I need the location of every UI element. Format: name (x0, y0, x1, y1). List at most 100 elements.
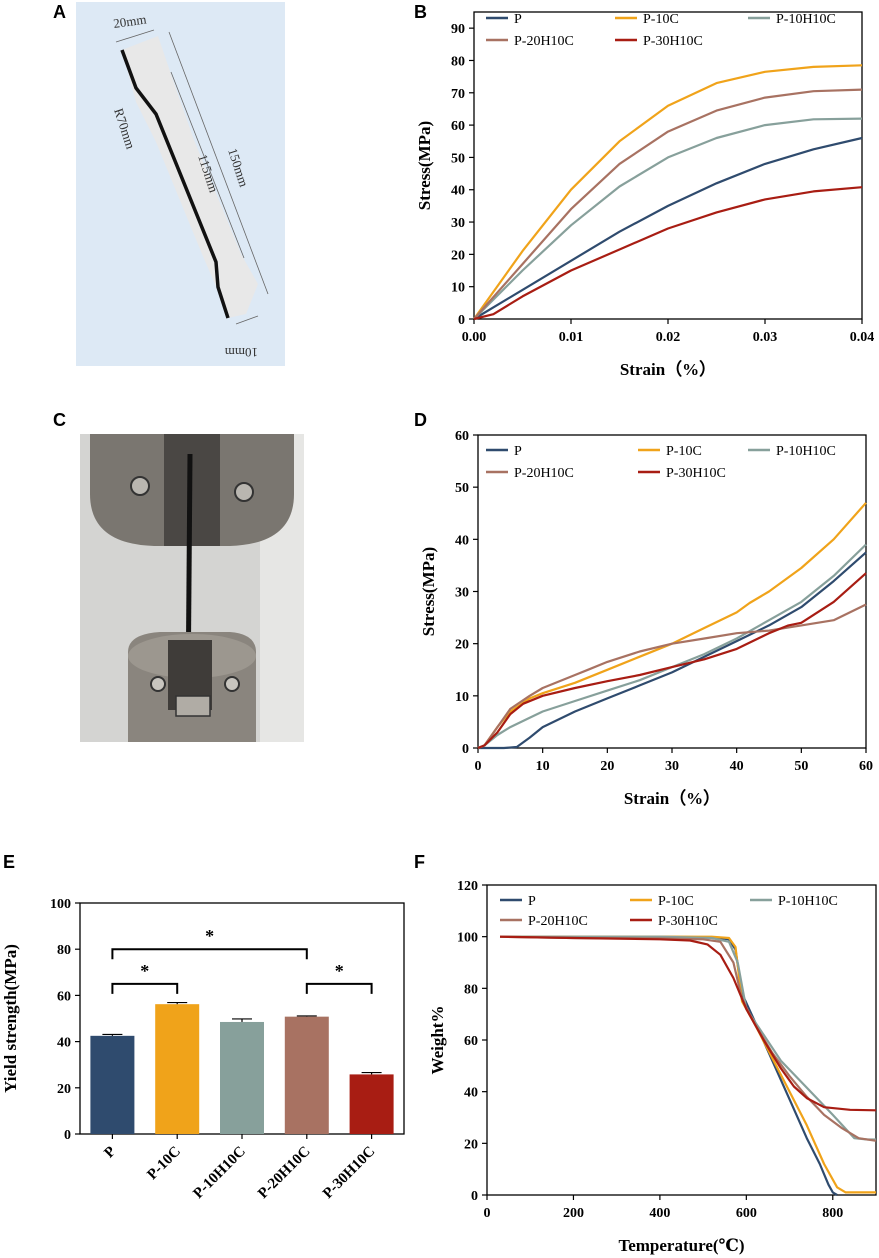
dim-line-bottom (235, 315, 259, 325)
chart-d-series-p-30h10c (477, 572, 867, 750)
chart-b-ylabel: Stress(MPa) (415, 121, 434, 210)
chart-e-ytick-label: 100 (50, 897, 71, 912)
chart-b-ytick-label: 10 (451, 281, 465, 296)
chart-b-legend-label: P (514, 12, 522, 27)
chart-b-series-p-20h10c (473, 88, 863, 320)
chart-b-series-p (473, 136, 863, 320)
chart-d-series-p-10h10c (477, 543, 867, 750)
chart-e-ylabel: Yield strength(MPa) (1, 944, 20, 1093)
upper-bolt-right (234, 482, 254, 502)
panel-letter-a: A (53, 2, 66, 22)
chart-b-xtick-label: 0.04 (850, 330, 875, 345)
chart-b-xtick-label: 0.01 (559, 330, 584, 345)
chart-d-ytick-label: 50 (455, 481, 469, 496)
tensile-test-photo (80, 434, 304, 742)
specimen-body (122, 36, 258, 318)
dim-line-gauge (170, 71, 245, 259)
chart-f-xtick-label: 400 (649, 1206, 670, 1221)
chart-b-legend-label: P-30H10C (643, 34, 703, 49)
chart-b-legend-label: P-20H10C (514, 34, 574, 49)
chart-b-ytick-label: 50 (451, 151, 465, 166)
dim-width-top: 20mm (112, 11, 147, 30)
chart-e-bar-p-10h10c (220, 1021, 264, 1134)
chart-d-ytick-label: 20 (455, 638, 469, 653)
dim-width-bottom: 10mm (225, 345, 258, 360)
chart-f-legend-label: P (528, 894, 536, 909)
tensile-test-drawing (80, 434, 304, 742)
chart-f-xtick-label: 800 (822, 1206, 843, 1221)
chart-e-ytick-label: 0 (64, 1128, 71, 1143)
chart-f-xtick-label: 0 (484, 1206, 491, 1221)
chart-d-ytick-label: 60 (455, 429, 469, 444)
chart-e-ytick-label: 40 (57, 1036, 71, 1051)
chart-e-bar-p-10c (155, 1004, 200, 1134)
chart-e-significance-bracket (305, 982, 373, 994)
chart-f-ytick-label: 120 (457, 879, 478, 894)
chart-e-significance-label: * (205, 926, 214, 946)
chart-b-ytick-label: 30 (451, 216, 465, 231)
chart-d-series-p (478, 551, 867, 750)
chart-f-ytick-label: 100 (457, 931, 478, 946)
chart-b-series-p-30h10c (473, 186, 863, 321)
chart-d-xtick-label: 50 (794, 759, 808, 774)
chart-d-xlabel: Strain（%） (624, 788, 720, 808)
chart-e-significance-bracket (111, 948, 308, 960)
chart-f-series-p-30h10c (499, 935, 877, 1112)
chart-d-legend-label: P-10C (666, 444, 702, 459)
chart-b-series-p-10h10c (473, 117, 863, 320)
chart-f-ytick-label: 60 (464, 1034, 478, 1049)
chart-b-ytick-label: 90 (451, 22, 465, 37)
chart-f-legend-label: P-30H10C (658, 914, 718, 929)
chart-f-ytick-label: 20 (464, 1137, 478, 1152)
chart-f-ylabel: Weight% (428, 1006, 447, 1075)
chart-d-ytick-label: 10 (455, 690, 469, 705)
chart-b-ytick-label: 80 (451, 54, 465, 69)
chart-d-ylabel: Stress(MPa) (419, 547, 438, 636)
chart-b-ytick-label: 60 (451, 119, 465, 134)
chart-d-xtick-label: 40 (730, 759, 744, 774)
chart-d-xtick-label: 20 (600, 759, 614, 774)
specimen-drawing: 20mm R70mm 115mm 150mm 10mm (111, 11, 269, 360)
chart-b-ytick-label: 70 (451, 87, 465, 102)
chart-b-xlabel: Strain（%） (620, 359, 716, 379)
panel-letter-b: B (414, 2, 427, 22)
chart-f-xlabel: Temperature(℃) (618, 1236, 744, 1255)
chart-e-significance-bracket (111, 982, 179, 994)
chart-d-legend-label: P-20H10C (514, 466, 574, 481)
chart-d-xtick-label: 10 (536, 759, 550, 774)
chart-d-xtick-label: 0 (475, 759, 482, 774)
chart-e-ytick-label: 60 (57, 989, 71, 1004)
specimen-diagram: 20mm R70mm 115mm 150mm 10mm (76, 2, 285, 366)
panel-letter-f: F (414, 852, 425, 872)
chart-e-ytick-label: 80 (57, 943, 71, 958)
chart-b-xtick-label: 0.02 (656, 330, 681, 345)
chart-f-ytick-label: 40 (464, 1086, 478, 1101)
chart-b-ytick-label: 40 (451, 184, 465, 199)
chart-d-ytick-label: 40 (455, 533, 469, 548)
chart-e-significance-label: * (335, 961, 344, 981)
upper-bolt-left (130, 476, 150, 496)
chart-e-bar-p (90, 1035, 135, 1134)
chart-f-series-p-10c (500, 935, 876, 1194)
chart-d-legend-label: P (514, 444, 522, 459)
chart-b-ytick-label: 0 (458, 313, 465, 328)
chart-d-xtick-label: 30 (665, 759, 679, 774)
dim-line-top (115, 29, 155, 43)
chart-f-legend-label: P-10C (658, 894, 694, 909)
chart-d-ytick-label: 0 (462, 742, 469, 757)
chart-b-legend-label: P-10H10C (776, 12, 836, 27)
chart-e-bar-p-30h10c (349, 1074, 394, 1134)
panel-letter-e: E (3, 852, 16, 872)
chart-d-legend-label: P-10H10C (776, 444, 836, 459)
panel-letter-c: C (53, 410, 66, 430)
chart-f-xtick-label: 600 (736, 1206, 757, 1221)
lower-bolt-right (224, 676, 240, 692)
chart-e-significance-label: * (140, 961, 149, 981)
chart-b-ytick-label: 20 (451, 248, 465, 263)
panel-letter-d: D (414, 410, 427, 430)
chart-d-xtick-label: 60 (859, 759, 873, 774)
